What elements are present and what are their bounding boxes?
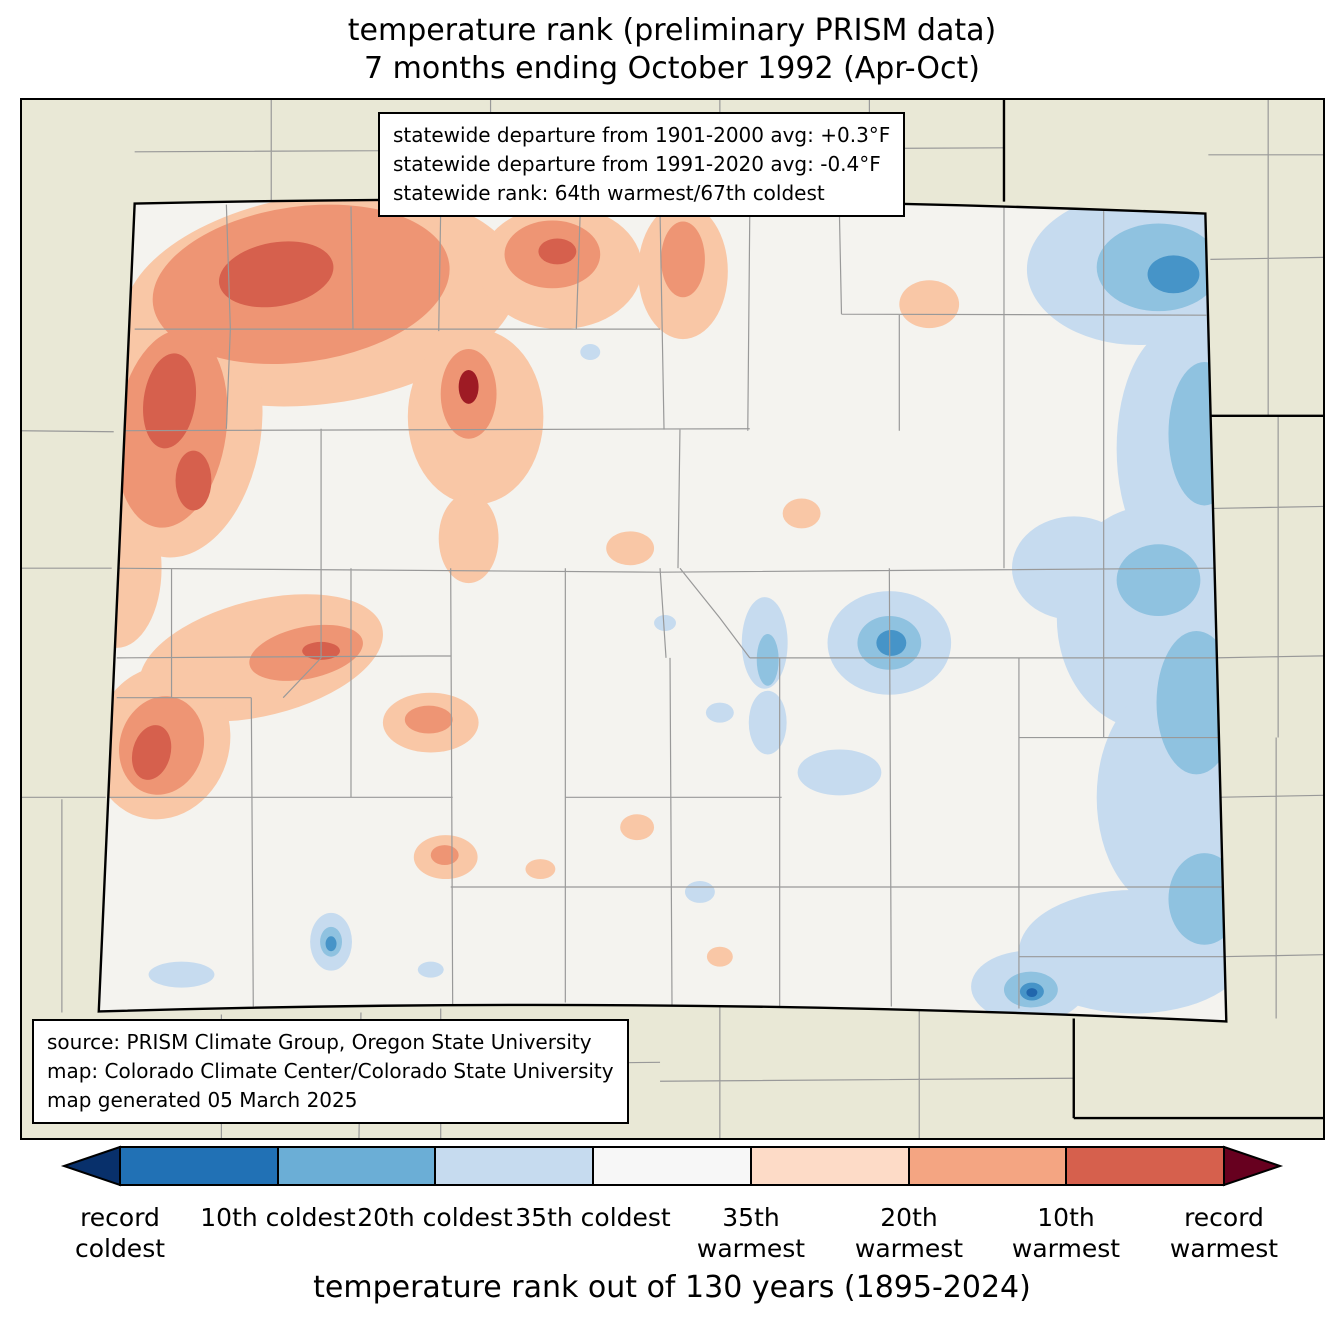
warm-blob bbox=[131, 725, 172, 780]
warm-blob bbox=[661, 221, 705, 298]
cold-blob bbox=[580, 344, 601, 360]
colorbar-label-record-coldest: record coldest bbox=[74, 1203, 166, 1263]
colorbar-segment bbox=[119, 1146, 279, 1186]
warm-blob bbox=[219, 241, 334, 308]
warm-blob bbox=[606, 531, 655, 566]
cold-blob bbox=[876, 629, 907, 656]
cold-blob bbox=[325, 936, 337, 952]
warm-blob bbox=[620, 814, 655, 841]
colorbar-label-10th-warmest: 10th warmest bbox=[1011, 1203, 1121, 1263]
colorbar-segment bbox=[277, 1146, 436, 1186]
county-boundaries bbox=[106, 202, 1226, 1009]
record-warm-blob bbox=[458, 369, 479, 404]
stats-line-1: statewide departure from 1901-2000 avg: … bbox=[393, 123, 891, 147]
cold-blob bbox=[748, 690, 787, 755]
record-cold-blob bbox=[1026, 988, 1038, 998]
warm-blob bbox=[706, 946, 733, 967]
stats-line-2: statewide departure from 1991-2020 avg: … bbox=[393, 152, 881, 176]
colorbar-segment bbox=[434, 1146, 594, 1186]
warm-blob bbox=[430, 845, 459, 866]
colorbar-segment bbox=[750, 1146, 910, 1186]
stats-line-3: statewide rank: 64th warmest/67th coldes… bbox=[393, 181, 825, 205]
colorado-map-panel: statewide departure from 1901-2000 avg: … bbox=[20, 98, 1325, 1140]
colorbar-segment bbox=[1065, 1146, 1225, 1186]
cold-blob bbox=[1147, 255, 1200, 294]
colorbar-segment bbox=[592, 1146, 752, 1186]
warm-blob bbox=[525, 859, 556, 879]
colorbar-segment bbox=[908, 1146, 1067, 1186]
credits-line-3: map generated 05 March 2025 bbox=[47, 1088, 358, 1112]
colorbar-caption: temperature rank out of 130 years (1895-… bbox=[313, 1270, 1031, 1305]
cold-blob bbox=[756, 633, 779, 686]
colorbar-label-10th-coldest: 10th coldest bbox=[200, 1203, 356, 1232]
warm-blob bbox=[404, 705, 453, 734]
colorado-map bbox=[22, 100, 1323, 1138]
statewide-stats-box: statewide departure from 1901-2000 avg: … bbox=[378, 112, 906, 217]
colorbar-label-35th-coldest: 35th coldest bbox=[515, 1203, 671, 1232]
source-credits-box: source: PRISM Climate Group, Oregon Stat… bbox=[32, 1019, 629, 1124]
colorbar bbox=[60, 1145, 1284, 1187]
colorbar-right-arrow bbox=[1223, 1145, 1284, 1187]
colorbar-label-20th-warmest: 20th warmest bbox=[854, 1203, 964, 1263]
warm-blob bbox=[538, 238, 577, 265]
credits-line-2: map: Colorado Climate Center/Colorado St… bbox=[47, 1059, 614, 1083]
cold-blob bbox=[684, 880, 715, 903]
colorbar-label-record-warmest: record warmest bbox=[1169, 1203, 1279, 1263]
warm-blob bbox=[438, 493, 499, 584]
cold-blob bbox=[148, 961, 215, 988]
colorbar-left-arrow bbox=[60, 1145, 121, 1187]
cold-blob bbox=[654, 615, 676, 631]
cold-blob bbox=[705, 702, 734, 723]
cold-blob bbox=[797, 749, 882, 796]
warm-blob bbox=[143, 353, 197, 449]
figure-title: temperature rank (preliminary PRISM data… bbox=[0, 12, 1344, 89]
credits-line-1: source: PRISM Climate Group, Oregon Stat… bbox=[47, 1030, 592, 1054]
warm-blob bbox=[175, 450, 212, 511]
figure-title-line1: temperature rank (preliminary PRISM data… bbox=[347, 13, 997, 48]
warm-blob bbox=[782, 498, 821, 529]
colorbar-label-35th-warmest: 35th warmest bbox=[696, 1203, 806, 1263]
neighbor-state-borders bbox=[1002, 100, 1323, 1120]
colorbar-label-20th-coldest: 20th coldest bbox=[357, 1203, 513, 1232]
cold-blob bbox=[1011, 516, 1136, 620]
warm-blob bbox=[899, 280, 960, 329]
cold-blob bbox=[1116, 544, 1201, 617]
cold-blob bbox=[417, 961, 444, 978]
figure-title-line2: 7 months ending October 1992 (Apr-Oct) bbox=[364, 51, 980, 87]
